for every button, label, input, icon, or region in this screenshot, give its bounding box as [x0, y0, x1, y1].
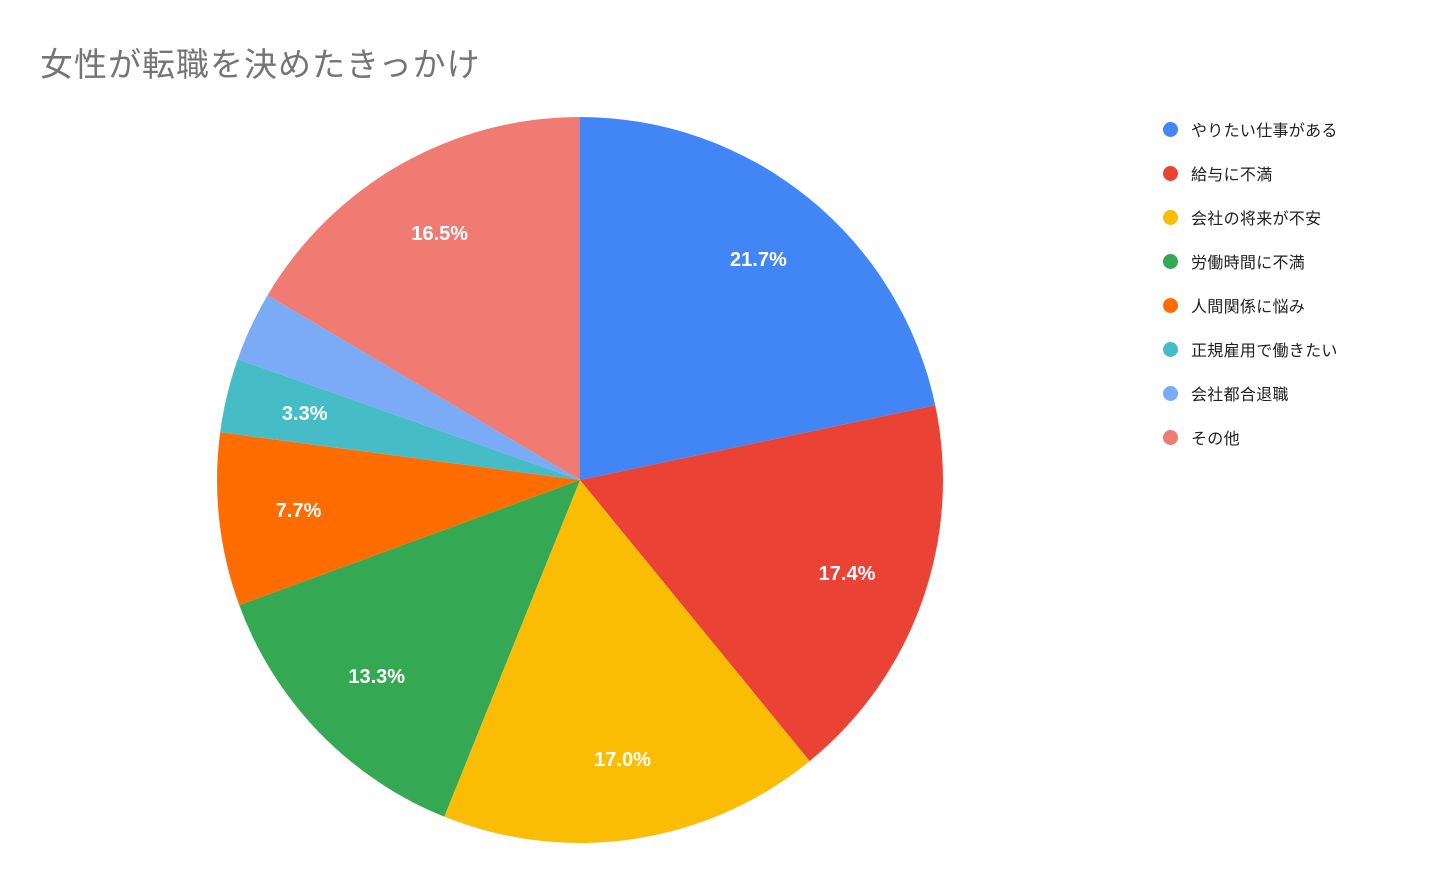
pie-slice-5[interactable] [220, 359, 580, 480]
legend-color-dot-icon [1163, 341, 1178, 357]
slice-percent-label: 16.5% [411, 223, 468, 245]
chart-legend: やりたい仕事がある 給与に不満会社の将来が不安 労働時間に不満 人間関係に悩み正規雇用… [1163, 107, 1338, 459]
pie-slice-7[interactable] [267, 117, 580, 480]
slice-percent-label: 17.0% [594, 749, 651, 771]
pie-slices-group [217, 117, 943, 843]
pie-slice-1[interactable] [580, 405, 943, 762]
slice-percent-label: 7.7% [276, 500, 322, 522]
legend-item-label: 給与に不満 [1191, 167, 1273, 184]
legend-item-7[interactable]: その他 [1163, 415, 1338, 459]
legend-item-label: 会社都合退職 [1191, 387, 1289, 404]
legend-color-dot-icon [1163, 429, 1178, 445]
legend-color-dot-icon [1163, 253, 1178, 269]
legend-item-2[interactable]: 会社の将来が不安 [1163, 195, 1338, 239]
legend-item-4[interactable]: 人間関係に悩み [1163, 283, 1338, 327]
legend-item-label: 正規雇用で働きたい [1191, 343, 1338, 360]
legend-item-label: 労働時間に不満 [1191, 255, 1306, 272]
pie-slice-6[interactable] [237, 295, 580, 480]
legend-item-1[interactable]: 給与に不満 [1163, 151, 1338, 195]
legend-item-label: 会社の将来が不安 [1191, 211, 1322, 228]
legend-color-dot-icon [1163, 121, 1178, 137]
legend-color-dot-icon [1163, 165, 1178, 181]
pie-labels-group: 21.7% 17.4% 17.0% 13.3% 7.7% 3.3% 16.5% [276, 223, 876, 771]
slice-percent-label: 21.7% [730, 249, 787, 271]
slice-percent-label: 17.4% [819, 563, 876, 585]
pie-slice-3[interactable] [239, 480, 581, 817]
legend-color-dot-icon [1163, 297, 1178, 313]
legend-color-dot-icon [1163, 385, 1178, 401]
slice-percent-label: 3.3% [282, 403, 328, 425]
chart-title: 女性が転職を決めたきっかけ [40, 46, 481, 83]
legend-item-label: 人間関係に悩み [1191, 299, 1306, 316]
legend-item-3[interactable]: 労働時間に不満 [1163, 239, 1338, 283]
legend-item-label: その他 [1191, 431, 1240, 448]
legend-item-6[interactable]: 会社都合退職 [1163, 371, 1338, 415]
legend-color-dot-icon [1163, 209, 1178, 225]
legend-item-5[interactable]: 正規雇用で働きたい [1163, 327, 1338, 371]
pie-slice-4[interactable] [217, 432, 580, 606]
legend-item-label: やりたい仕事がある [1191, 123, 1338, 140]
slice-percent-label: 13.3% [348, 666, 405, 688]
legend-item-0[interactable]: やりたい仕事がある [1163, 107, 1338, 151]
pie-slice-2[interactable] [444, 480, 810, 843]
pie-slice-0[interactable] [580, 117, 936, 480]
